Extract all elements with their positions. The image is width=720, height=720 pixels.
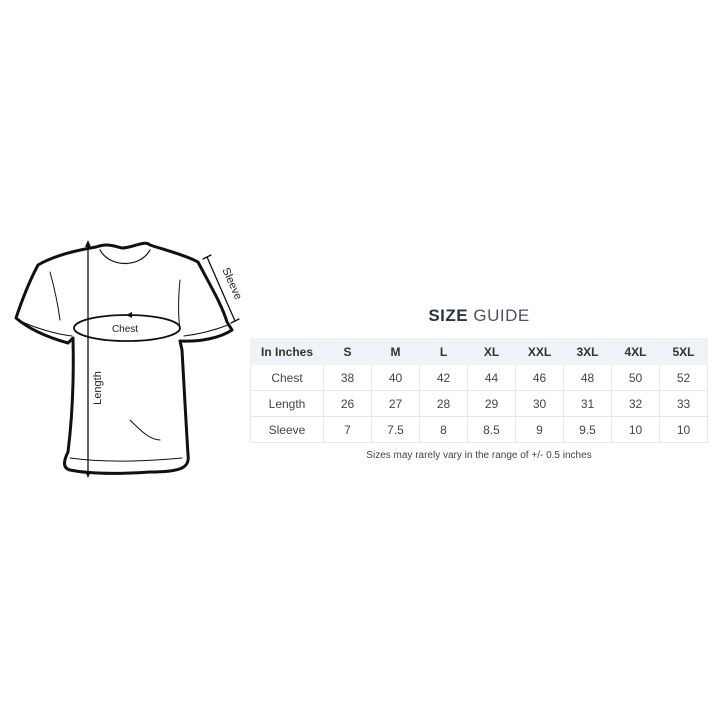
tshirt-outline — [14, 241, 234, 475]
row-label: Sleeve — [250, 416, 324, 443]
row-label: Chest — [250, 364, 324, 391]
table-cell: 44 — [467, 364, 516, 391]
table-cell: 48 — [563, 364, 612, 391]
table-row: Sleeve 7 7.5 8 8.5 9 9.5 10 10 — [250, 416, 708, 443]
table-cell: 26 — [323, 390, 372, 417]
table-row: Length 26 27 28 29 30 31 32 33 — [250, 390, 708, 417]
tshirt-diagram: Chest Length Sleeve — [14, 240, 244, 478]
column-header: XL — [467, 338, 516, 365]
title-light: GUIDE — [473, 306, 530, 325]
size-guide-title: SIZE GUIDE — [250, 306, 708, 326]
column-header: 4XL — [611, 338, 660, 365]
table-row: Chest 38 40 42 44 46 48 50 52 — [250, 364, 708, 391]
title-bold: SIZE — [428, 306, 469, 325]
column-header: M — [371, 338, 420, 365]
table-header-row: In Inches S M L XL XXL 3XL 4XL 5XL — [250, 338, 708, 365]
column-header: S — [323, 338, 372, 365]
size-table: In Inches S M L XL XXL 3XL 4XL 5XL Chest 38 40 42 44… — [250, 338, 708, 443]
table-cell: 7 — [323, 416, 372, 443]
table-cell: 9.5 — [563, 416, 612, 443]
table-cell: 52 — [659, 364, 708, 391]
table-cell: 27 — [371, 390, 420, 417]
table-cell: 8.5 — [467, 416, 516, 443]
table-cell: 8 — [419, 416, 468, 443]
table-cell: 50 — [611, 364, 660, 391]
table-cell: 33 — [659, 390, 708, 417]
length-label: Length — [92, 371, 104, 405]
column-header: 5XL — [659, 338, 708, 365]
table-cell: 29 — [467, 390, 516, 417]
table-cell: 46 — [515, 364, 564, 391]
row-label: Length — [250, 390, 324, 417]
column-header: L — [419, 338, 468, 365]
size-note: Sizes may rarely vary in the range of +/… — [366, 450, 592, 461]
table-cell: 28 — [419, 390, 468, 417]
table-cell: 10 — [659, 416, 708, 443]
column-header: 3XL — [563, 338, 612, 365]
table-cell: 7.5 — [371, 416, 420, 443]
table-cell: 38 — [323, 364, 372, 391]
table-cell: 30 — [515, 390, 564, 417]
table-cell: 31 — [563, 390, 612, 417]
table-cell: 9 — [515, 416, 564, 443]
column-header: XXL — [515, 338, 564, 365]
sleeve-label: Sleeve — [219, 266, 244, 302]
table-cell: 10 — [611, 416, 660, 443]
sleeve-measure-line — [206, 256, 236, 322]
table-cell: 32 — [611, 390, 660, 417]
chest-label: Chest — [112, 324, 138, 335]
table-cell: 42 — [419, 364, 468, 391]
table-cell: 40 — [371, 364, 420, 391]
column-header: In Inches — [250, 338, 324, 365]
